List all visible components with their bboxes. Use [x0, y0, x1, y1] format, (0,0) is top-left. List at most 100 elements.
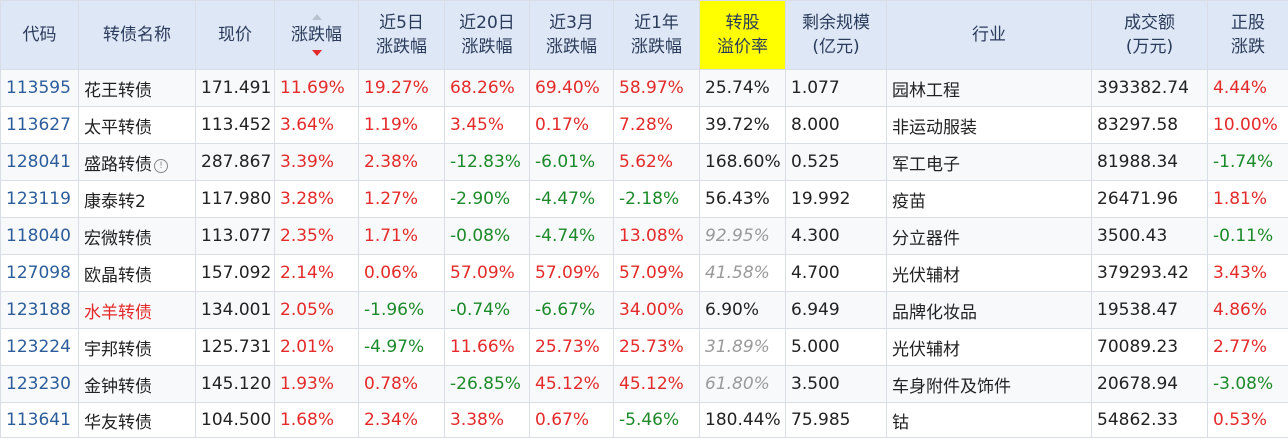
- column-header-code[interactable]: 代码: [0, 0, 79, 70]
- column-header-chg5[interactable]: 近5日 涨跌幅: [358, 0, 445, 70]
- table-row[interactable]: 123230 金钟转债 145.120 1.93% 0.78% -26.85% 45.12%…: [0, 365, 1288, 403]
- cell-name-value[interactable]: 金钟转债: [84, 376, 152, 397]
- cell-name-value[interactable]: 康泰转2: [84, 191, 146, 212]
- cell-remain: 75.985: [785, 402, 887, 438]
- cell-premium-value: 180.44%: [705, 410, 781, 430]
- cell-code[interactable]: 123119: [0, 180, 79, 218]
- table-row[interactable]: 113595 花王转债 171.491 11.69% 19.27% 68.26% 69.40…: [0, 69, 1288, 107]
- cell-code[interactable]: 118040: [0, 217, 79, 255]
- column-header-chg1y[interactable]: 近1年 涨跌幅: [613, 0, 700, 70]
- cell-name[interactable]: 欧晶转债: [78, 254, 196, 292]
- info-icon[interactable]: !: [154, 158, 168, 173]
- cell-industry: 车身附件及饰件: [886, 365, 1092, 403]
- column-header-chg3m[interactable]: 近3月 涨跌幅: [529, 0, 614, 70]
- cell-name-value[interactable]: 盛路转债: [84, 154, 152, 175]
- cell-stock_chg: 0.53%: [1207, 402, 1288, 438]
- table-row[interactable]: 128041 盛路转债! 287.867 3.39% 2.38% -12.83% -6.01…: [0, 143, 1288, 181]
- cell-premium-value: 56.43%: [705, 189, 770, 209]
- cell-premium: 180.44%: [699, 402, 786, 438]
- table-row[interactable]: 123224 宇邦转债 125.731 2.01% -4.97% 11.66% 25.73%…: [0, 328, 1288, 366]
- column-header-chg20[interactable]: 近20日 涨跌幅: [444, 0, 530, 70]
- cell-name[interactable]: 宇邦转债: [78, 328, 196, 366]
- column-header-volume[interactable]: 成交额 (万元): [1091, 0, 1208, 70]
- cell-name[interactable]: 花王转债: [78, 69, 196, 107]
- cell-code-value[interactable]: 123119: [6, 189, 71, 209]
- table-row[interactable]: 113641 华友转债 104.500 1.68% 2.34% 3.38% 0.67% -5.…: [0, 402, 1288, 438]
- sort-ascending-icon[interactable]: [311, 14, 322, 20]
- cell-name-value[interactable]: 水羊转债: [84, 302, 152, 323]
- cell-code[interactable]: 113641: [0, 402, 79, 438]
- cell-name-value[interactable]: 宏微转债: [84, 228, 152, 249]
- cell-premium-value: 6.90%: [705, 300, 760, 320]
- table-row[interactable]: 127098 欧晶转债 157.092 2.14% 0.06% 57.09% 57.09% 5…: [0, 254, 1288, 292]
- cell-code[interactable]: 123188: [0, 291, 79, 329]
- cell-chg-value: 1.68%: [280, 410, 335, 430]
- cell-chg5: -1.96%: [358, 291, 445, 329]
- cell-stock_chg-value: 10.00%: [1213, 115, 1278, 135]
- table-header-row: 代码 转债名称 现价 涨跌幅 近5日 涨跌幅 近20日 涨跌幅 近3月 涨跌幅 近1年 涨跌幅 转股 溢价…: [0, 0, 1288, 70]
- cell-industry-value: 钴: [892, 412, 909, 433]
- cell-name-value[interactable]: 欧晶转债: [84, 265, 152, 286]
- cell-code-value[interactable]: 113595: [6, 78, 71, 98]
- column-header-premium[interactable]: 转股 溢价率: [699, 0, 786, 70]
- column-header-remain[interactable]: 剩余规模 (亿元): [785, 0, 887, 70]
- cell-name[interactable]: 金钟转债: [78, 365, 196, 403]
- cell-name[interactable]: 宏微转债: [78, 217, 196, 255]
- column-header-sublabel: (万元): [1125, 37, 1174, 57]
- cell-chg20-value: 68.26%: [450, 78, 515, 98]
- column-header-stock_chg[interactable]: 正股 涨跌: [1207, 0, 1288, 70]
- cell-chg20: 3.38%: [444, 402, 530, 438]
- cell-code-value[interactable]: 128041: [6, 152, 71, 172]
- cell-chg: 3.28%: [274, 180, 359, 218]
- cell-chg20: -2.90%: [444, 180, 530, 218]
- cell-chg1y: 7.28%: [613, 106, 700, 144]
- cell-chg5: 1.71%: [358, 217, 445, 255]
- cell-name-value[interactable]: 华友转债: [84, 412, 152, 433]
- column-header-label: 近3月: [549, 13, 594, 33]
- cell-chg20-value: -0.08%: [450, 226, 511, 246]
- cell-code[interactable]: 113627: [0, 106, 79, 144]
- cell-code[interactable]: 127098: [0, 254, 79, 292]
- cell-industry-value: 园林工程: [892, 80, 960, 101]
- table-row[interactable]: 113627 太平转债 113.452 3.64% 1.19% 3.45% 0.17% 7.2…: [0, 106, 1288, 144]
- cell-code-value[interactable]: 123188: [6, 300, 71, 320]
- column-header-name[interactable]: 转债名称: [78, 0, 196, 70]
- cell-stock_chg-value: 0.53%: [1213, 410, 1268, 430]
- cell-price-value: 117.980: [201, 189, 272, 209]
- cell-name[interactable]: 太平转债: [78, 106, 196, 144]
- column-header-industry[interactable]: 行业: [886, 0, 1092, 70]
- table-row[interactable]: 123119 康泰转2 117.980 3.28% 1.27% -2.90% -4.47% -…: [0, 180, 1288, 218]
- cell-code[interactable]: 123230: [0, 365, 79, 403]
- column-header-price[interactable]: 现价: [195, 0, 275, 70]
- cell-code[interactable]: 128041: [0, 143, 79, 181]
- cell-volume-value: 20678.94: [1097, 374, 1179, 394]
- cell-chg20: -0.74%: [444, 291, 530, 329]
- sort-indicator[interactable]: 涨跌幅: [291, 14, 342, 56]
- cell-name-value[interactable]: 花王转债: [84, 80, 152, 101]
- cell-chg1y-value: 45.12%: [619, 374, 684, 394]
- cell-name[interactable]: 康泰转2: [78, 180, 196, 218]
- cell-price: 113.077: [195, 217, 275, 255]
- cell-chg3m-value: 0.17%: [535, 115, 590, 135]
- cell-code-value[interactable]: 113627: [6, 115, 71, 135]
- cell-code-value[interactable]: 127098: [6, 263, 71, 283]
- cell-price: 287.867: [195, 143, 275, 181]
- cell-code-value[interactable]: 123230: [6, 374, 71, 394]
- cell-chg3m: 0.67%: [529, 402, 614, 438]
- table-row[interactable]: 123188 水羊转债 134.001 2.05% -1.96% -0.74% -6.67%…: [0, 291, 1288, 329]
- column-header-chg[interactable]: 涨跌幅: [274, 0, 359, 70]
- cell-code-value[interactable]: 113641: [6, 410, 71, 430]
- cell-name[interactable]: 华友转债: [78, 402, 196, 438]
- cell-code[interactable]: 113595: [0, 69, 79, 107]
- cell-code-value[interactable]: 118040: [6, 226, 71, 246]
- cell-premium: 31.89%: [699, 328, 786, 366]
- cell-remain-value: 4.300: [791, 226, 840, 246]
- cell-name[interactable]: 盛路转债!: [78, 143, 196, 181]
- cell-name-value[interactable]: 宇邦转债: [84, 339, 152, 360]
- cell-code[interactable]: 123224: [0, 328, 79, 366]
- sort-descending-icon[interactable]: [311, 50, 322, 56]
- cell-name-value[interactable]: 太平转债: [84, 117, 152, 138]
- cell-name[interactable]: 水羊转债: [78, 291, 196, 329]
- table-row[interactable]: 118040 宏微转债 113.077 2.35% 1.71% -0.08% -4.74% 1…: [0, 217, 1288, 255]
- cell-code-value[interactable]: 123224: [6, 337, 71, 357]
